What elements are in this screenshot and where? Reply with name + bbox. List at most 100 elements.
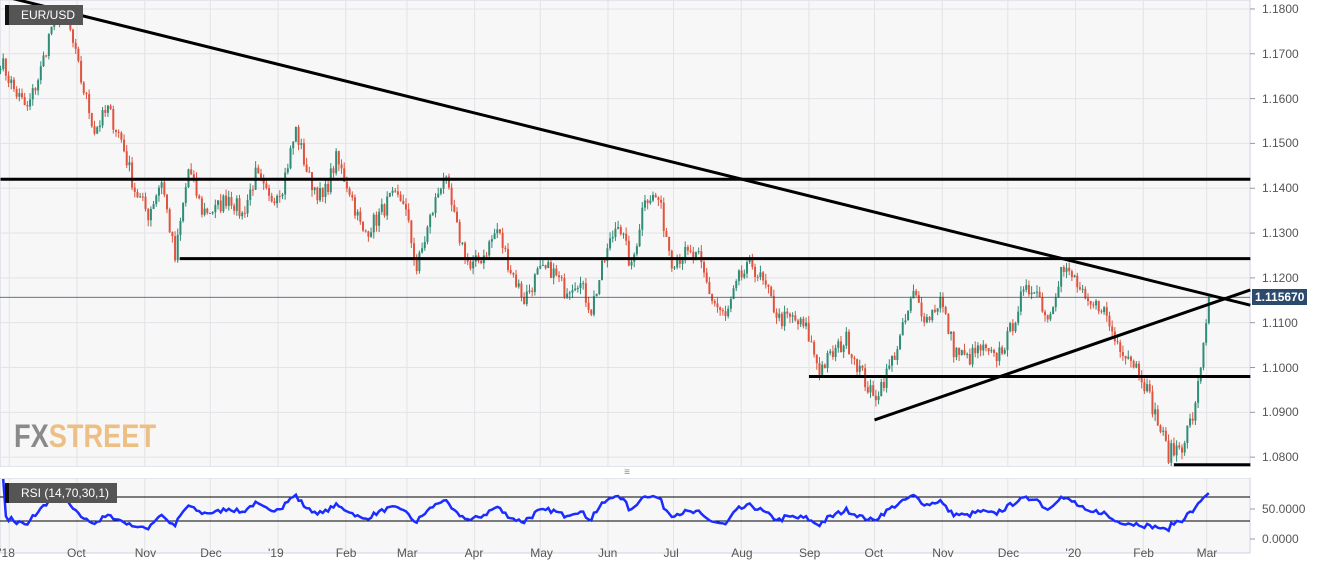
candle-body [157,187,160,196]
candle-body [837,341,840,348]
candle-body [829,351,832,354]
candle-body [627,240,630,266]
candle-body [21,93,24,98]
candle-body [724,311,727,317]
candle-body [104,110,107,113]
candle-body [646,200,649,204]
candle-body [587,302,590,310]
candle-body [786,311,789,314]
candle-body [1143,382,1146,392]
candle-body [243,212,246,214]
rsi-line [1,478,1210,533]
candle-body [700,251,703,263]
candle-body [950,331,953,334]
candle-body [429,214,432,228]
candle-body [386,196,389,216]
candle-body [50,26,53,34]
candle-body [560,277,563,279]
candle-body [1205,323,1208,343]
candle-body [1097,300,1100,312]
candle-body [353,197,356,216]
candle-body [431,213,434,215]
candle-body [743,273,746,278]
candle-body [818,363,821,375]
candle-body [399,194,402,201]
candle-body [705,272,708,283]
candle-body [488,241,491,256]
candle-body [82,82,85,94]
candle-body [345,181,348,189]
candle-body [101,110,104,126]
candle-body [300,143,303,145]
candle-body [404,203,407,210]
candle-body [748,258,751,263]
candle-body [1119,342,1122,352]
candle-body [600,260,603,281]
candle-body [635,246,638,255]
candle-body [332,168,335,174]
candle-body [437,193,440,198]
candle-body [541,264,544,266]
candle-body [797,320,800,325]
candle-body [528,290,531,292]
candle-body [598,280,601,294]
candle-body [450,187,453,206]
candle-body [933,309,936,312]
candle-body [533,274,536,292]
candle-body [7,75,10,83]
candle-body [665,231,668,238]
candle-body [810,341,813,343]
candle-body [144,196,147,210]
candle-body [729,299,732,309]
candle-body [447,176,450,188]
candle-body [912,290,915,299]
candle-body [1049,314,1052,320]
time-tick-label: Dec [997,546,1020,560]
candle-body [109,105,112,110]
candle-body [716,303,719,308]
candle-body [619,227,622,235]
candle-body [662,202,665,232]
candle-body [461,242,464,244]
candle-body [1191,418,1194,421]
candle-body [498,229,501,233]
candle-body [490,239,493,242]
candle-body [1199,367,1202,382]
candle-body [678,259,681,264]
time-tick-label: '19 [268,546,284,560]
candle-body [265,183,268,189]
candle-body [1186,425,1189,444]
candle-body [80,60,83,83]
candle-body [313,187,316,191]
candle-body [617,227,620,229]
candle-body [128,162,131,166]
candle-body [1156,409,1159,426]
candle-body [1044,311,1047,316]
candle-body [791,315,794,317]
candle-body [952,331,955,358]
candle-body [1100,311,1103,313]
candle-body [955,347,958,358]
candle-body [772,295,775,313]
trendline [12,0,1251,307]
candle-body [901,322,904,336]
candle-body [694,252,697,259]
candle-body [1003,350,1006,354]
candle-body [563,277,566,298]
candle-body [826,353,829,369]
candle-body [1180,447,1183,453]
candle-body [18,93,21,97]
candle-body [549,262,552,278]
candle-body [1129,356,1132,361]
candle-body [984,344,987,349]
fxstreet-logo: FXSTREET [14,418,157,454]
candle-body [568,292,571,294]
candle-body [960,350,963,355]
time-tick-label: '20 [1065,546,1082,560]
candle-body [657,197,660,200]
candle-body [928,317,931,321]
time-tick-label: Dec [200,546,222,560]
candle-body [740,270,743,278]
price-tick-label: 1.1100 [1262,315,1298,330]
